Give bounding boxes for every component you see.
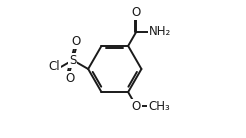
Text: O: O xyxy=(71,35,80,48)
Text: O: O xyxy=(65,72,74,85)
Text: O: O xyxy=(132,6,141,19)
Text: S: S xyxy=(69,54,77,67)
Text: CH₃: CH₃ xyxy=(148,100,170,113)
Text: Cl: Cl xyxy=(48,60,60,73)
Text: O: O xyxy=(132,100,141,113)
Text: NH₂: NH₂ xyxy=(149,25,171,38)
